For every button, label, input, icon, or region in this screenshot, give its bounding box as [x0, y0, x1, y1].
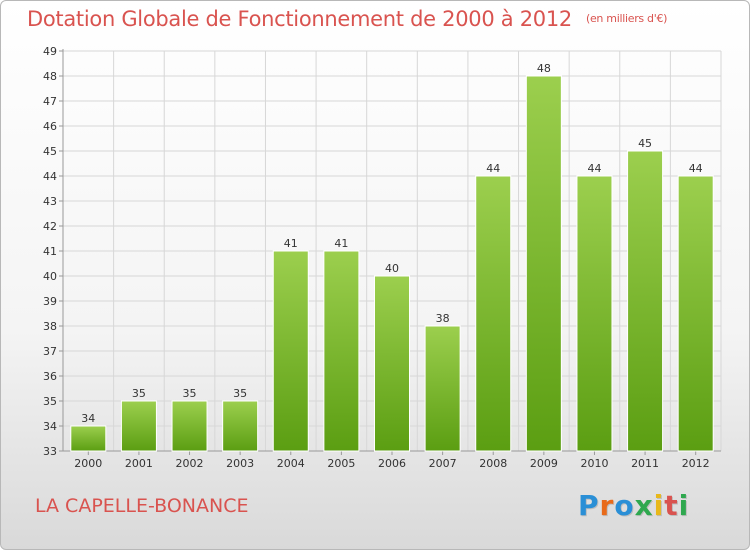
y-tick-label: 38	[43, 320, 57, 333]
bar-2006	[374, 275, 410, 452]
y-tick-label: 33	[43, 445, 57, 458]
bar-2001	[120, 400, 157, 452]
value-label-2002: 35	[183, 387, 197, 400]
logo-letter: P	[578, 489, 600, 522]
y-tick-label: 40	[43, 270, 57, 283]
x-tick-label: 2004	[277, 457, 305, 470]
value-label-2003: 35	[233, 387, 247, 400]
x-tick-label: 2001	[125, 457, 153, 470]
logo-letter: r	[599, 489, 615, 522]
x-tick-label: 2012	[682, 457, 710, 470]
x-tick-label: 2007	[429, 457, 457, 470]
chart-title: Dotation Globale de Fonctionnement de 20…	[27, 7, 667, 31]
x-tick-label: 2005	[327, 457, 355, 470]
y-tick-label: 45	[43, 145, 57, 158]
bar-2009	[525, 75, 562, 452]
value-label-2012: 44	[689, 162, 703, 175]
bar-2004	[272, 250, 309, 452]
value-label-2000: 34	[81, 412, 95, 425]
y-tick-label: 46	[43, 120, 57, 133]
value-label-2004: 41	[284, 237, 298, 250]
value-label-2005: 41	[334, 237, 348, 250]
bar-2005	[323, 250, 360, 452]
bar-2000	[70, 425, 107, 452]
y-tick-label: 36	[43, 370, 57, 383]
value-label-2011: 45	[638, 137, 652, 150]
y-tick-label: 48	[43, 70, 57, 83]
y-tick-label: 39	[43, 295, 57, 308]
y-tick-label: 37	[43, 345, 57, 358]
chart-title-text: Dotation Globale de Fonctionnement de 20…	[27, 7, 572, 31]
value-label-2007: 38	[436, 312, 450, 325]
y-tick-label: 34	[43, 420, 57, 433]
bar-2008	[475, 175, 512, 452]
y-tick-label: 42	[43, 220, 57, 233]
y-tick-label: 44	[43, 170, 57, 183]
logo-letter: i	[678, 489, 690, 522]
bar-2011	[627, 150, 664, 452]
logo-letter: x	[634, 489, 654, 522]
x-tick-label: 2006	[378, 457, 406, 470]
bar-2003	[222, 400, 259, 452]
bar-2012	[677, 175, 714, 452]
y-tick-label: 49	[43, 45, 57, 58]
y-tick-label: 43	[43, 195, 57, 208]
value-label-2010: 44	[587, 162, 601, 175]
y-tick-label: 41	[43, 245, 57, 258]
y-tick-label: 35	[43, 395, 57, 408]
bar-2010	[576, 175, 613, 452]
value-label-2008: 44	[486, 162, 500, 175]
x-tick-label: 2011	[631, 457, 659, 470]
x-tick-label: 2010	[580, 457, 608, 470]
commune-name: LA CAPELLE-BONANCE	[35, 495, 249, 517]
y-tick-label: 47	[43, 95, 57, 108]
x-tick-label: 2003	[226, 457, 254, 470]
logo-letter: o	[614, 489, 635, 522]
bar-2002	[171, 400, 208, 452]
logo-letter: t	[664, 489, 679, 522]
bar-2007	[424, 325, 461, 452]
chart-unit: (en milliers d'€)	[585, 12, 668, 25]
proxiti-logo: Proxiti	[578, 489, 689, 522]
bars	[70, 75, 714, 452]
x-tick-label: 2009	[530, 457, 558, 470]
x-tick-label: 2002	[176, 457, 204, 470]
value-label-2009: 48	[537, 62, 551, 75]
x-tick-label: 2000	[74, 457, 102, 470]
value-label-2001: 35	[132, 387, 146, 400]
value-label-2006: 40	[385, 262, 399, 275]
labels: 33 34 35 36 37 38 39 40 41 42 43 44 45 46 47 48 49 34 2000…	[43, 45, 710, 470]
x-tick-label: 2008	[479, 457, 507, 470]
logo-letter: i	[653, 489, 665, 522]
